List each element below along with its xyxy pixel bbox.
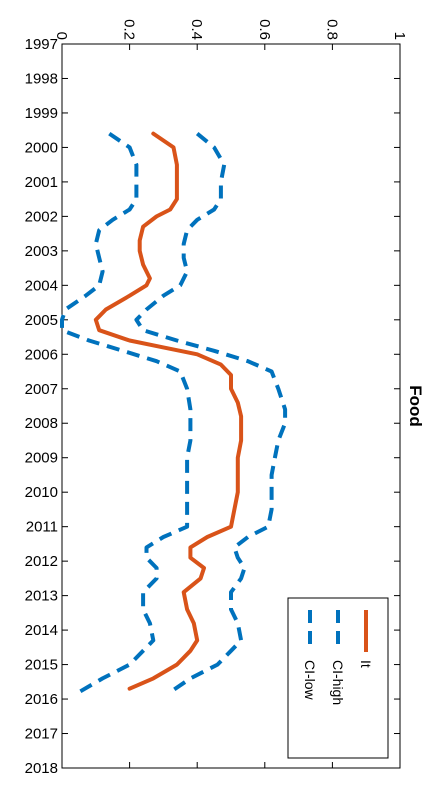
x-tick-label: 2008 — [25, 415, 58, 432]
series-line-ci-low — [60, 131, 193, 694]
x-tick-label: 2002 — [25, 208, 58, 225]
legend: It CI-high CI-low — [287, 597, 389, 759]
x-tick-label: 2011 — [26, 519, 58, 536]
series-group — [60, 131, 288, 694]
x-tick-label: 1999 — [25, 105, 58, 122]
x-tick-label: 2017 — [25, 726, 58, 743]
y-tick-label: 1 — [391, 32, 408, 40]
x-tick-label: 2009 — [25, 450, 58, 467]
x-tick-label: 2004 — [25, 277, 58, 294]
legend-label: It — [358, 660, 374, 668]
y-tick-label: 0.6 — [256, 19, 273, 40]
chart-title: Food — [406, 385, 425, 427]
y-tick-label: 0.2 — [121, 19, 138, 40]
x-tick-label: 1997 — [25, 36, 58, 53]
y-tick-label: 0.4 — [188, 19, 205, 40]
x-tick-label: 2016 — [25, 691, 58, 708]
x-tick-label: 2013 — [25, 588, 58, 605]
y-tick-label: 0 — [53, 32, 70, 40]
legend-label: CI-high — [330, 660, 346, 705]
series-line-it — [93, 131, 244, 691]
x-tick-label: 2006 — [25, 346, 58, 363]
x-tick-label: 2001 — [25, 174, 58, 191]
x-tick-label: 1998 — [25, 70, 58, 87]
x-tick-label: 2012 — [25, 553, 58, 570]
x-tick-label: 2014 — [25, 622, 58, 639]
x-tick-label: 2000 — [25, 139, 58, 156]
x-tick-label: 2007 — [25, 381, 58, 398]
legend-label: CI-low — [302, 660, 318, 701]
x-tick-label: 2010 — [25, 484, 58, 501]
plot-frame — [61, 43, 401, 769]
axes: 1997 1998 1999 2000 2001 2002 2003 2004 2005 2006… — [25, 19, 408, 777]
x-tick-label: 2015 — [25, 657, 58, 674]
x-tick-label: 2003 — [25, 243, 58, 260]
y-tick-label: 0.8 — [323, 19, 340, 40]
x-tick-label: 2005 — [25, 312, 58, 329]
legend-box — [287, 597, 389, 759]
series-line-ci-high — [134, 132, 288, 694]
x-tick-label: 2018 — [25, 760, 58, 777]
